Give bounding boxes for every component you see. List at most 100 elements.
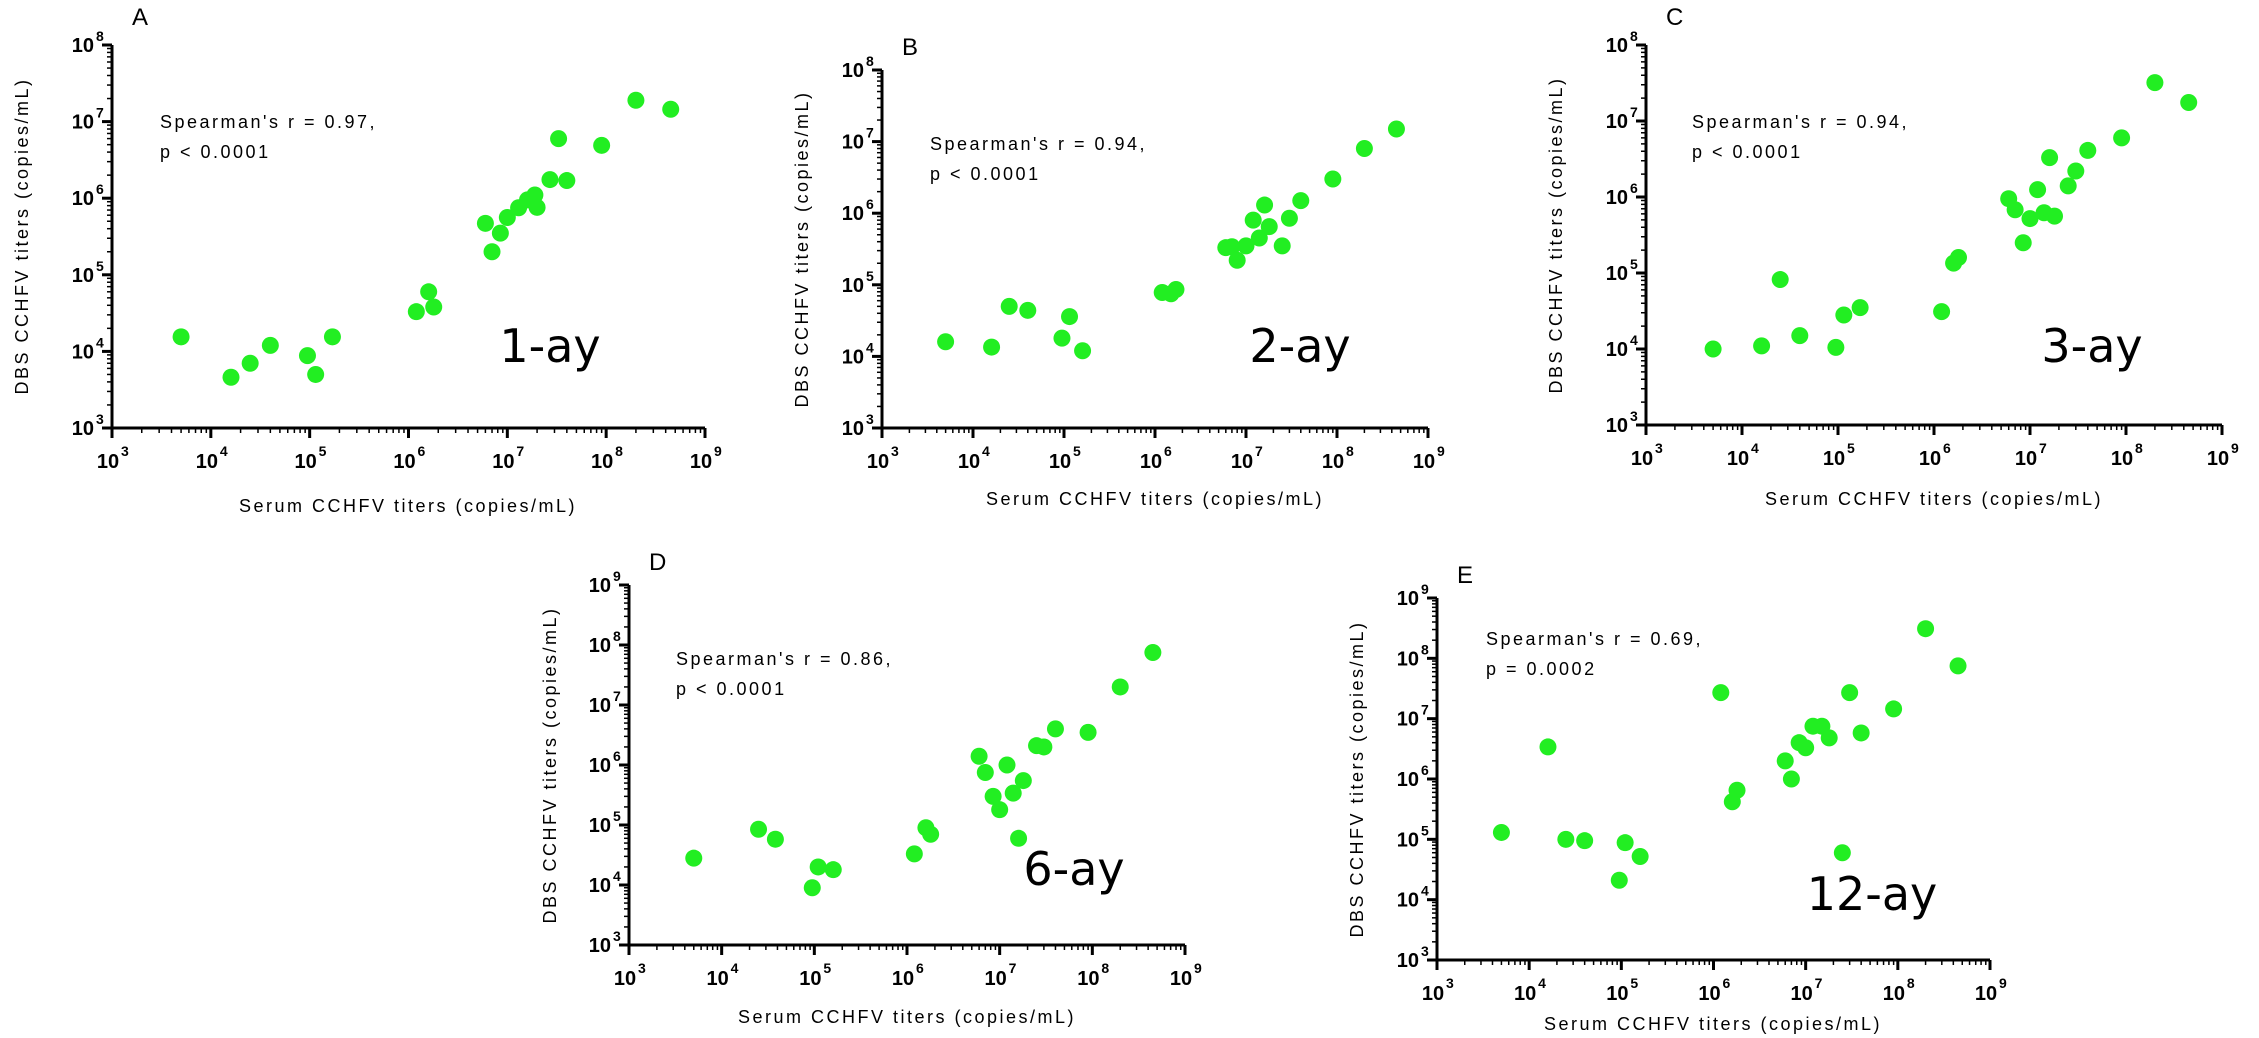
y-tick-label: 10 [72,188,94,210]
y-tick-exponent: 8 [1630,28,1638,44]
y-tick-label: 10 [1606,111,1628,133]
data-point [1273,237,1291,255]
y-tick-exponent: 4 [866,339,874,355]
data-point [627,91,645,109]
x-axis-label: Serum CCHFV titers (copies/mL) [738,1007,1076,1027]
x-tick-label: 10 [799,968,821,990]
data-point [1167,280,1185,298]
data-point [1256,196,1274,214]
data-point [1933,303,1951,321]
y-tick-exponent: 3 [1630,408,1638,424]
y-tick-label: 10 [72,112,94,134]
y-tick-exponent: 3 [866,411,874,427]
x-tick-exponent: 5 [823,960,831,976]
data-point [2006,201,2024,219]
data-point [803,879,821,897]
y-axis-label: DBS CCHFV titers (copies/mL) [792,90,812,407]
x-tick-label: 10 [393,451,415,473]
x-tick-exponent: 3 [638,960,646,976]
y-tick-exponent: 8 [1421,641,1429,657]
data-point [1782,770,1800,788]
data-point [2041,149,2059,167]
x-tick-label: 10 [1422,983,1444,1005]
y-tick-exponent: 5 [1630,256,1638,272]
data-point [550,130,568,148]
data-point [1539,738,1557,756]
x-tick-label: 10 [1727,448,1749,470]
x-tick-exponent: 5 [1073,443,1081,459]
stats-annotation-line: p < 0.0001 [160,142,271,162]
x-tick-label: 10 [97,451,119,473]
y-tick-exponent: 8 [613,628,621,644]
x-tick-label: 10 [1698,983,1720,1005]
data-point [1250,229,1268,247]
x-tick-label: 10 [591,451,613,473]
x-tick-label: 10 [2015,448,2037,470]
x-tick-exponent: 9 [1194,960,1202,976]
x-tick-label: 10 [958,451,980,473]
panel-letter: D [649,549,666,576]
y-tick-label: 10 [72,35,94,57]
y-tick-label: 10 [589,815,611,837]
data-point [1014,772,1032,790]
y-tick-label: 10 [589,755,611,777]
data-point [1949,657,1967,675]
y-tick-exponent: 3 [1421,943,1429,959]
x-tick-label: 10 [707,968,729,990]
data-point [1797,739,1815,757]
data-point [298,347,316,365]
y-tick-exponent: 4 [96,334,104,350]
data-point [222,368,240,386]
y-tick-label: 10 [1606,415,1628,437]
data-point [1019,301,1037,319]
x-tick-label: 10 [985,968,1007,990]
y-tick-label: 10 [842,418,864,440]
data-point [1260,218,1278,236]
data-point [593,136,611,154]
x-tick-label: 10 [1140,451,1162,473]
y-tick-label: 10 [1606,339,1628,361]
data-point [2146,74,2164,92]
data-point [1776,752,1794,770]
x-tick-exponent: 9 [714,443,722,459]
y-tick-label: 10 [842,275,864,297]
data-point [998,756,1016,774]
stats-annotation-line: Spearman's r = 0.94, [1692,112,1909,132]
data-point [2046,207,2064,225]
y-tick-exponent: 5 [866,268,874,284]
data-point [172,328,190,346]
x-tick-exponent: 8 [1346,443,1354,459]
data-point [1046,720,1064,738]
y-tick-label: 10 [72,341,94,363]
y-tick-label: 10 [589,695,611,717]
x-tick-label: 10 [1077,968,1099,990]
data-point [558,172,576,190]
panel-e: 10 310 410 510 610 710 810 910 3 10 4 10 5 10 6 10 7 10 8 1… [1347,562,2007,1034]
y-tick-label: 10 [842,60,864,82]
x-axis-label: Serum CCHFV titers (copies/mL) [1544,1014,1882,1034]
y-tick-label: 10 [1606,187,1628,209]
y-tick-exponent: 3 [96,411,104,427]
data-point [241,354,259,372]
data-point [1035,738,1053,756]
y-tick-label: 10 [1397,648,1419,670]
data-point [420,283,438,301]
data-point [1917,620,1935,638]
data-point [323,328,341,346]
data-point [307,365,325,383]
y-tick-label: 10 [1606,263,1628,285]
data-point [1791,327,1809,345]
x-tick-exponent: 8 [615,443,623,459]
x-tick-exponent: 9 [1999,975,2007,991]
y-axis-label: DBS CCHFV titers (copies/mL) [1347,620,1367,937]
data-point [1111,678,1129,696]
x-tick-label: 10 [1883,983,1905,1005]
panel-letter: B [902,34,918,61]
y-tick-label: 10 [589,575,611,597]
data-point [2079,141,2097,159]
x-tick-exponent: 6 [1164,443,1172,459]
y-axis-label: DBS CCHFV titers (copies/mL) [1546,76,1566,393]
data-point [1557,830,1575,848]
data-point [261,336,279,354]
timepoint-label: 1-ay [499,319,600,373]
